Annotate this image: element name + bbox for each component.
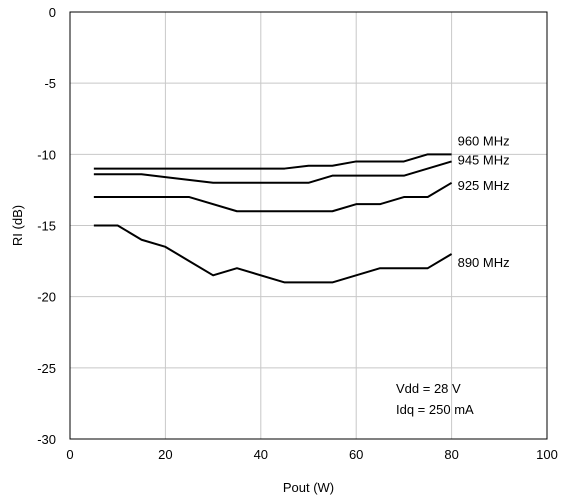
series-labels: 960 MHz 945 MHz 925 MHz 890 MHz xyxy=(458,133,510,270)
x-tick-label: 60 xyxy=(349,447,363,462)
series-label: 925 MHz xyxy=(458,178,510,193)
series-line-945-mhz xyxy=(93,160,452,184)
series-line-925-mhz xyxy=(93,181,453,213)
annotation-idq: Idq = 250 mA xyxy=(396,402,474,417)
y-tick-label: -5 xyxy=(44,76,56,91)
x-tick-label: 100 xyxy=(536,447,558,462)
x-axis-ticks: 0 20 40 60 80 100 xyxy=(66,447,557,462)
annotation-vdd: Vdd = 28 V xyxy=(396,381,461,396)
y-axis-ticks: 0 -5 -10 -15 -20 -25 -30 xyxy=(37,5,56,447)
series-label: 960 MHz xyxy=(458,133,510,148)
y-tick-label: -15 xyxy=(37,219,56,234)
x-tick-label: 40 xyxy=(254,447,268,462)
x-axis-label: Pout (W) xyxy=(283,480,334,495)
y-tick-label: 0 xyxy=(49,5,56,20)
series-line-960-mhz xyxy=(93,153,452,170)
y-tick-label: -20 xyxy=(37,290,56,305)
series-label: 945 MHz xyxy=(458,152,510,167)
y-tick-label: -30 xyxy=(37,432,56,447)
y-tick-label: -10 xyxy=(37,147,56,162)
series-label: 890 MHz xyxy=(458,255,510,270)
x-tick-label: 0 xyxy=(66,447,73,462)
y-axis-label: RI (dB) xyxy=(10,205,25,246)
grid xyxy=(70,12,547,439)
series-lines xyxy=(93,153,453,284)
series-line-890-mhz xyxy=(93,224,453,284)
x-tick-label: 20 xyxy=(158,447,172,462)
y-tick-label: -25 xyxy=(37,361,56,376)
plot-area-frame xyxy=(69,11,548,440)
x-tick-label: 80 xyxy=(444,447,458,462)
